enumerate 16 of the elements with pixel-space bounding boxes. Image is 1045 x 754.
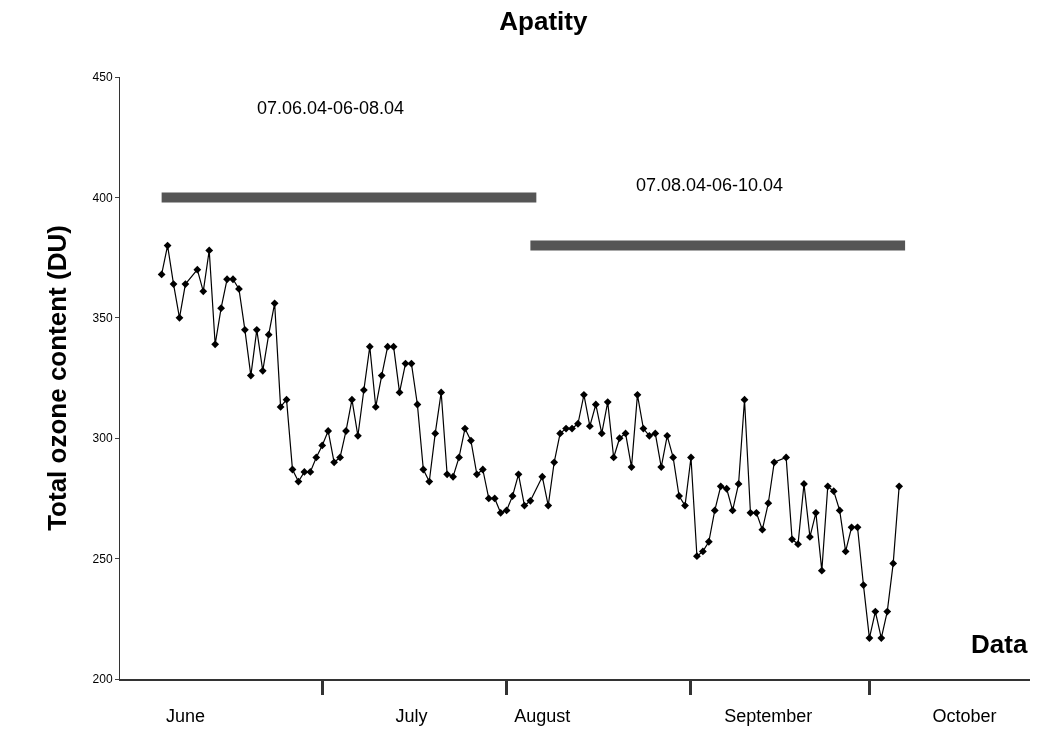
- x-tick-label: October: [932, 706, 997, 726]
- y-tick-label: 250: [92, 551, 113, 566]
- x-tick-label: June: [165, 706, 205, 726]
- y-tick-label: 300: [92, 431, 113, 446]
- x-axis-title: Data: [971, 629, 1028, 659]
- y-tick-label: 200: [92, 672, 113, 687]
- y-tick-label: 450: [92, 70, 113, 85]
- x-tick-label: August: [514, 706, 571, 726]
- x-tick-label: September: [724, 706, 813, 726]
- y-tick-label: 400: [92, 190, 113, 205]
- annotation: 07.08.04-06-10.04: [636, 175, 784, 195]
- annotation: 07.06.04-06-08.04: [257, 98, 405, 118]
- y-axis-title: Total ozone content (DU): [41, 225, 72, 531]
- y-tick-label: 350: [92, 311, 113, 325]
- chart-title: Apatity: [499, 5, 588, 36]
- x-tick-label: July: [395, 706, 428, 726]
